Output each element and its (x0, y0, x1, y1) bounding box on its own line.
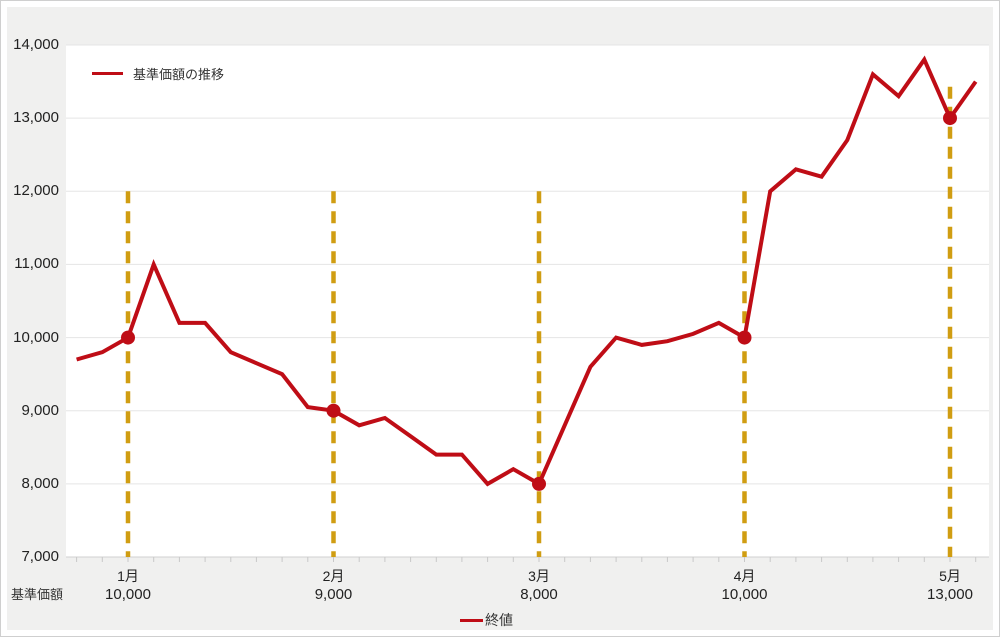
y-tick-label: 14,000 (13, 36, 59, 53)
month-close-value: 10,000 (721, 586, 768, 603)
y-tick-label: 11,000 (14, 255, 59, 273)
y-tick-label: 13,000 (13, 109, 59, 127)
month-close-value: 9,000 (314, 586, 353, 603)
month-close-dot (943, 111, 957, 126)
price-line (76, 55, 978, 487)
y-axis-caption: 基準価額 (11, 587, 64, 602)
series-legend-label: 基準価額の推移 (133, 67, 225, 82)
legend-closing: 終値 (460, 610, 513, 630)
month-close-value: 13,000 (927, 586, 973, 603)
y-tick-label: 9,000 (21, 401, 59, 419)
month-close-dot (737, 330, 752, 345)
month-close-dot (532, 476, 546, 491)
month-close-value: 8,000 (520, 586, 558, 603)
y-tick-label: 10,000 (13, 328, 59, 346)
month-label: 5月 (939, 568, 961, 584)
y-tick-label: 8,000 (21, 474, 59, 492)
series-line-swatch-icon (92, 72, 123, 75)
month-label: 3月 (528, 568, 550, 584)
month-close-value: 10,000 (105, 586, 151, 603)
y-tick-label: 12,000 (13, 182, 59, 200)
closing-legend-label: 終値 (485, 612, 513, 628)
month-label: 1月 (117, 568, 139, 584)
month-close-dot (121, 330, 135, 345)
month-label: 4月 (733, 568, 756, 584)
plot-area (66, 45, 989, 557)
legend-series: 基準価額の推移 (92, 64, 224, 83)
month-label: 2月 (322, 568, 345, 584)
month-close-dot (326, 403, 341, 418)
closing-line-swatch-icon (460, 618, 483, 622)
y-tick-label: 7,000 (21, 548, 59, 565)
